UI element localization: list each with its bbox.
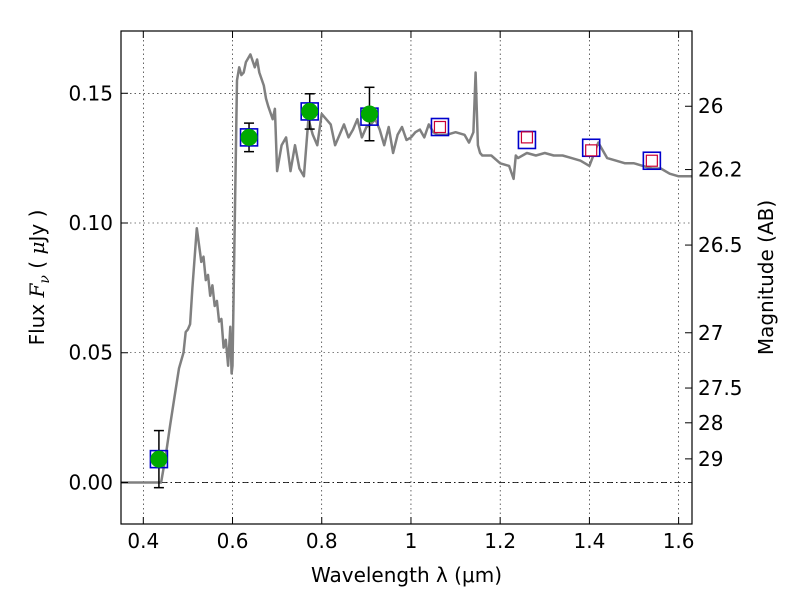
x-tick-label: 1.4 (573, 529, 605, 553)
y-tick-label: 0.15 (68, 81, 113, 105)
y-axis-label-subscript: ν (37, 275, 53, 284)
y2-tick-label: 26 (698, 94, 723, 118)
grid-lines (121, 31, 692, 524)
observed-photometry (150, 102, 658, 468)
y-axis-label-part: Jy ) (25, 210, 49, 244)
model-square-marker (430, 117, 450, 137)
x-tick-labels: 0.4 0.6 0.8 1 1.2 1.4 1.6 (127, 529, 694, 553)
photometry-circle-marker (150, 450, 168, 468)
y-tick-label: 0.05 (68, 341, 113, 365)
x-tick-label: 0.6 (217, 529, 249, 553)
photometry-open-square-marker (520, 131, 534, 144)
y2-tick-label: 27 (698, 321, 723, 345)
error-bars (153, 86, 375, 489)
y-tick-label: 0.00 (68, 470, 113, 494)
model-photometry-squares (149, 102, 662, 469)
y-tick-label: 0.10 (68, 211, 113, 235)
sed-model-curve (121, 53, 692, 484)
plot-frame (120, 30, 693, 525)
sed-line (121, 53, 692, 484)
x-tick-label: 0.8 (306, 529, 338, 553)
model-square-marker (642, 151, 662, 171)
y2-axis-label: Magnitude (AB) (754, 200, 778, 355)
y-axis-label-symbol: μ (25, 242, 49, 255)
y2-tick-label: 27.5 (698, 376, 743, 400)
y-tick-labels: 0.00 0.05 0.10 0.15 (68, 81, 113, 494)
y-axis-label-part: ( (25, 255, 49, 276)
y2-tick-labels: 26 26.2 26.5 27 27.5 28 29 (698, 94, 743, 471)
axis-ticks (121, 31, 692, 524)
photometry-open-square-marker (645, 154, 658, 167)
y-axis-label-part: Flux (25, 297, 49, 345)
y2-tick-label: 26.5 (698, 233, 743, 257)
y2-tick-label: 28 (698, 411, 723, 435)
y2-tick-label: 26.2 (698, 158, 743, 182)
photometry-circle-marker (360, 105, 378, 123)
x-tick-label: 1 (405, 529, 418, 553)
x-tick-label: 1.2 (484, 529, 516, 553)
x-tick-label: 1.6 (663, 529, 695, 553)
photometry-open-square-marker (585, 144, 598, 157)
x-axis-label: Wavelength λ (μm) (311, 563, 502, 587)
photometry-open-square-marker (433, 120, 447, 134)
photometry-circle-marker (240, 128, 258, 146)
y-axis-label: Flux Fν ( μJy ) (25, 210, 53, 346)
y-axis-label-symbol: F (25, 282, 49, 298)
photometry-circle-marker (301, 102, 319, 120)
x-tick-label: 0.4 (127, 529, 159, 553)
y2-tick-label: 29 (698, 447, 723, 471)
